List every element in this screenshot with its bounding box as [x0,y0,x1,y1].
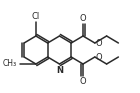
Text: O: O [80,77,86,86]
Text: Cl: Cl [32,12,40,21]
Text: N: N [56,66,63,75]
Text: O: O [96,53,102,61]
Text: CH₃: CH₃ [3,60,17,69]
Text: O: O [80,14,86,23]
Text: O: O [96,39,102,48]
